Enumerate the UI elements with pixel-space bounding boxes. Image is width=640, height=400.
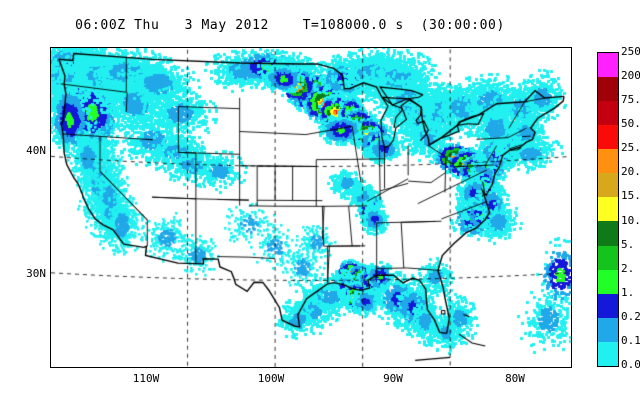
colorbar-band-9 (598, 269, 618, 294)
y-axis-tick-30n: 30N (26, 267, 46, 280)
colorbar-tick-5: 20. (621, 165, 640, 179)
colorbar-tick-1: 200. (621, 69, 640, 83)
y-axis-tick-40n: 40N (26, 144, 46, 157)
x-axis-tick-110w: 110W (132, 372, 160, 385)
colorbar-tick-8: 5. (621, 237, 635, 251)
colorbar-tick-4: 25. (621, 141, 640, 155)
colorbar-tick-0: 250. (621, 45, 640, 58)
colorbar-tick-6: 15. (621, 189, 640, 203)
colorbar-tick-13: 0.01 (621, 358, 640, 371)
colorbar-tick-3: 50. (621, 117, 640, 131)
colorbar-band-3 (598, 125, 618, 150)
x-axis-tick-100w: 100W (257, 372, 285, 385)
colorbar-band-12 (598, 341, 618, 366)
colorbar-tick-12: 0.10 (621, 333, 640, 347)
colorbar-band-11 (598, 317, 618, 342)
map-plot-area (50, 47, 572, 368)
colorbar-band-2 (598, 101, 618, 126)
colorbar-band-4 (598, 149, 618, 174)
colorbar-tick-9: 2. (621, 261, 635, 275)
colorbar-band-1 (598, 77, 618, 102)
precipitation-heatmap-canvas (51, 48, 571, 367)
colorbar-band-6 (598, 197, 618, 222)
colorbar-band-8 (598, 245, 618, 270)
colorbar-band-10 (598, 293, 618, 318)
colorbar-tick-7: 10. (621, 213, 640, 227)
colorbar-tick-11: 0.25 (621, 309, 640, 323)
page-title: 06:00Z Thu 3 May 2012 T=108000.0 s (30:0… (75, 18, 505, 33)
x-axis-tick-80w: 80W (505, 372, 525, 385)
colorbar-tick-10: 1. (621, 285, 635, 299)
colorbar-band-7 (598, 221, 618, 246)
colorbar-tick-2: 75. (621, 93, 640, 107)
precipitation-colorbar (597, 52, 619, 367)
colorbar-band-5 (598, 173, 618, 198)
colorbar-band-0 (598, 53, 618, 78)
x-axis-tick-90w: 90W (383, 372, 403, 385)
